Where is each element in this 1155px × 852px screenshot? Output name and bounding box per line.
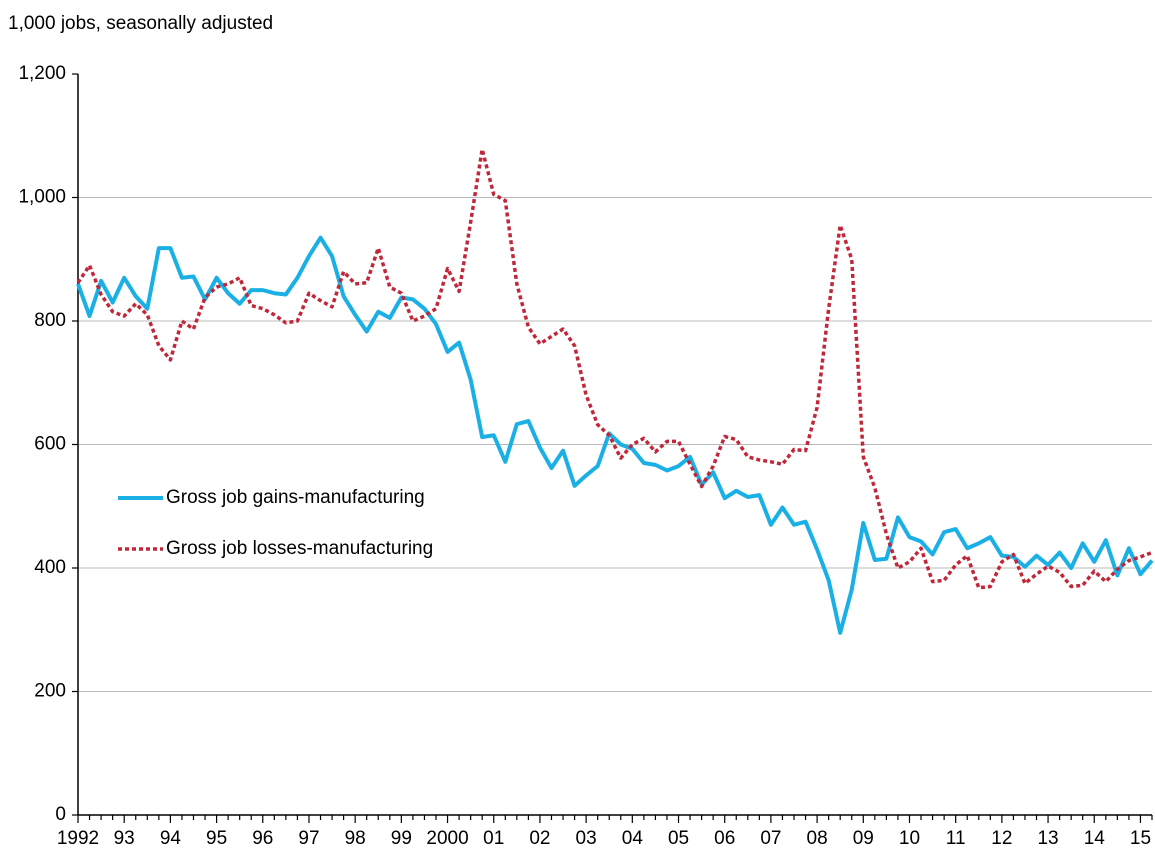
x-tick-label: 06 [714,828,735,849]
x-tick-label: 12 [991,828,1012,849]
x-tick-label: 94 [160,828,182,849]
x-tick-label: 15 [1130,828,1151,849]
y-tick-label: 600 [34,434,66,455]
x-tick-label: 97 [298,828,319,849]
x-tick-label: 96 [252,828,273,849]
legend-label: Gross job losses-manufacturing [166,538,433,559]
x-tick-label: 95 [206,828,227,849]
series-line [76,235,1154,635]
x-tick-label: 98 [345,828,366,849]
x-tick-label: 02 [529,828,550,849]
y-tick-label: 800 [34,310,66,331]
x-tick-label: 04 [622,828,644,849]
x-tick-label: 09 [853,828,874,849]
x-tick-label: 13 [1037,828,1058,849]
y-tick-label: 1,000 [18,187,66,208]
x-tick-label: 2000 [426,828,468,849]
x-tick-label: 99 [391,828,412,849]
y-tick-label: 400 [34,557,66,578]
x-tick-label: 11 [946,828,966,849]
legend-label: Gross job gains-manufacturing [166,487,425,508]
x-tick-label: 01 [483,828,504,849]
y-axis-label: 1,000 jobs, seasonally adjusted [8,13,273,34]
x-tick-label: 10 [899,828,920,849]
x-tick-label: 07 [760,828,781,849]
x-tick-label: 93 [114,828,135,849]
series-line [76,147,1153,590]
x-tick-label: 1992 [57,828,99,849]
x-tick-label: 14 [1084,828,1106,849]
y-tick-label: 200 [34,681,66,702]
x-tick-label: 08 [807,828,828,849]
y-tick-label: 0 [55,804,66,825]
x-tick-label: 03 [576,828,597,849]
y-tick-label: 1,200 [18,63,66,84]
x-tick-label: 05 [668,828,689,849]
